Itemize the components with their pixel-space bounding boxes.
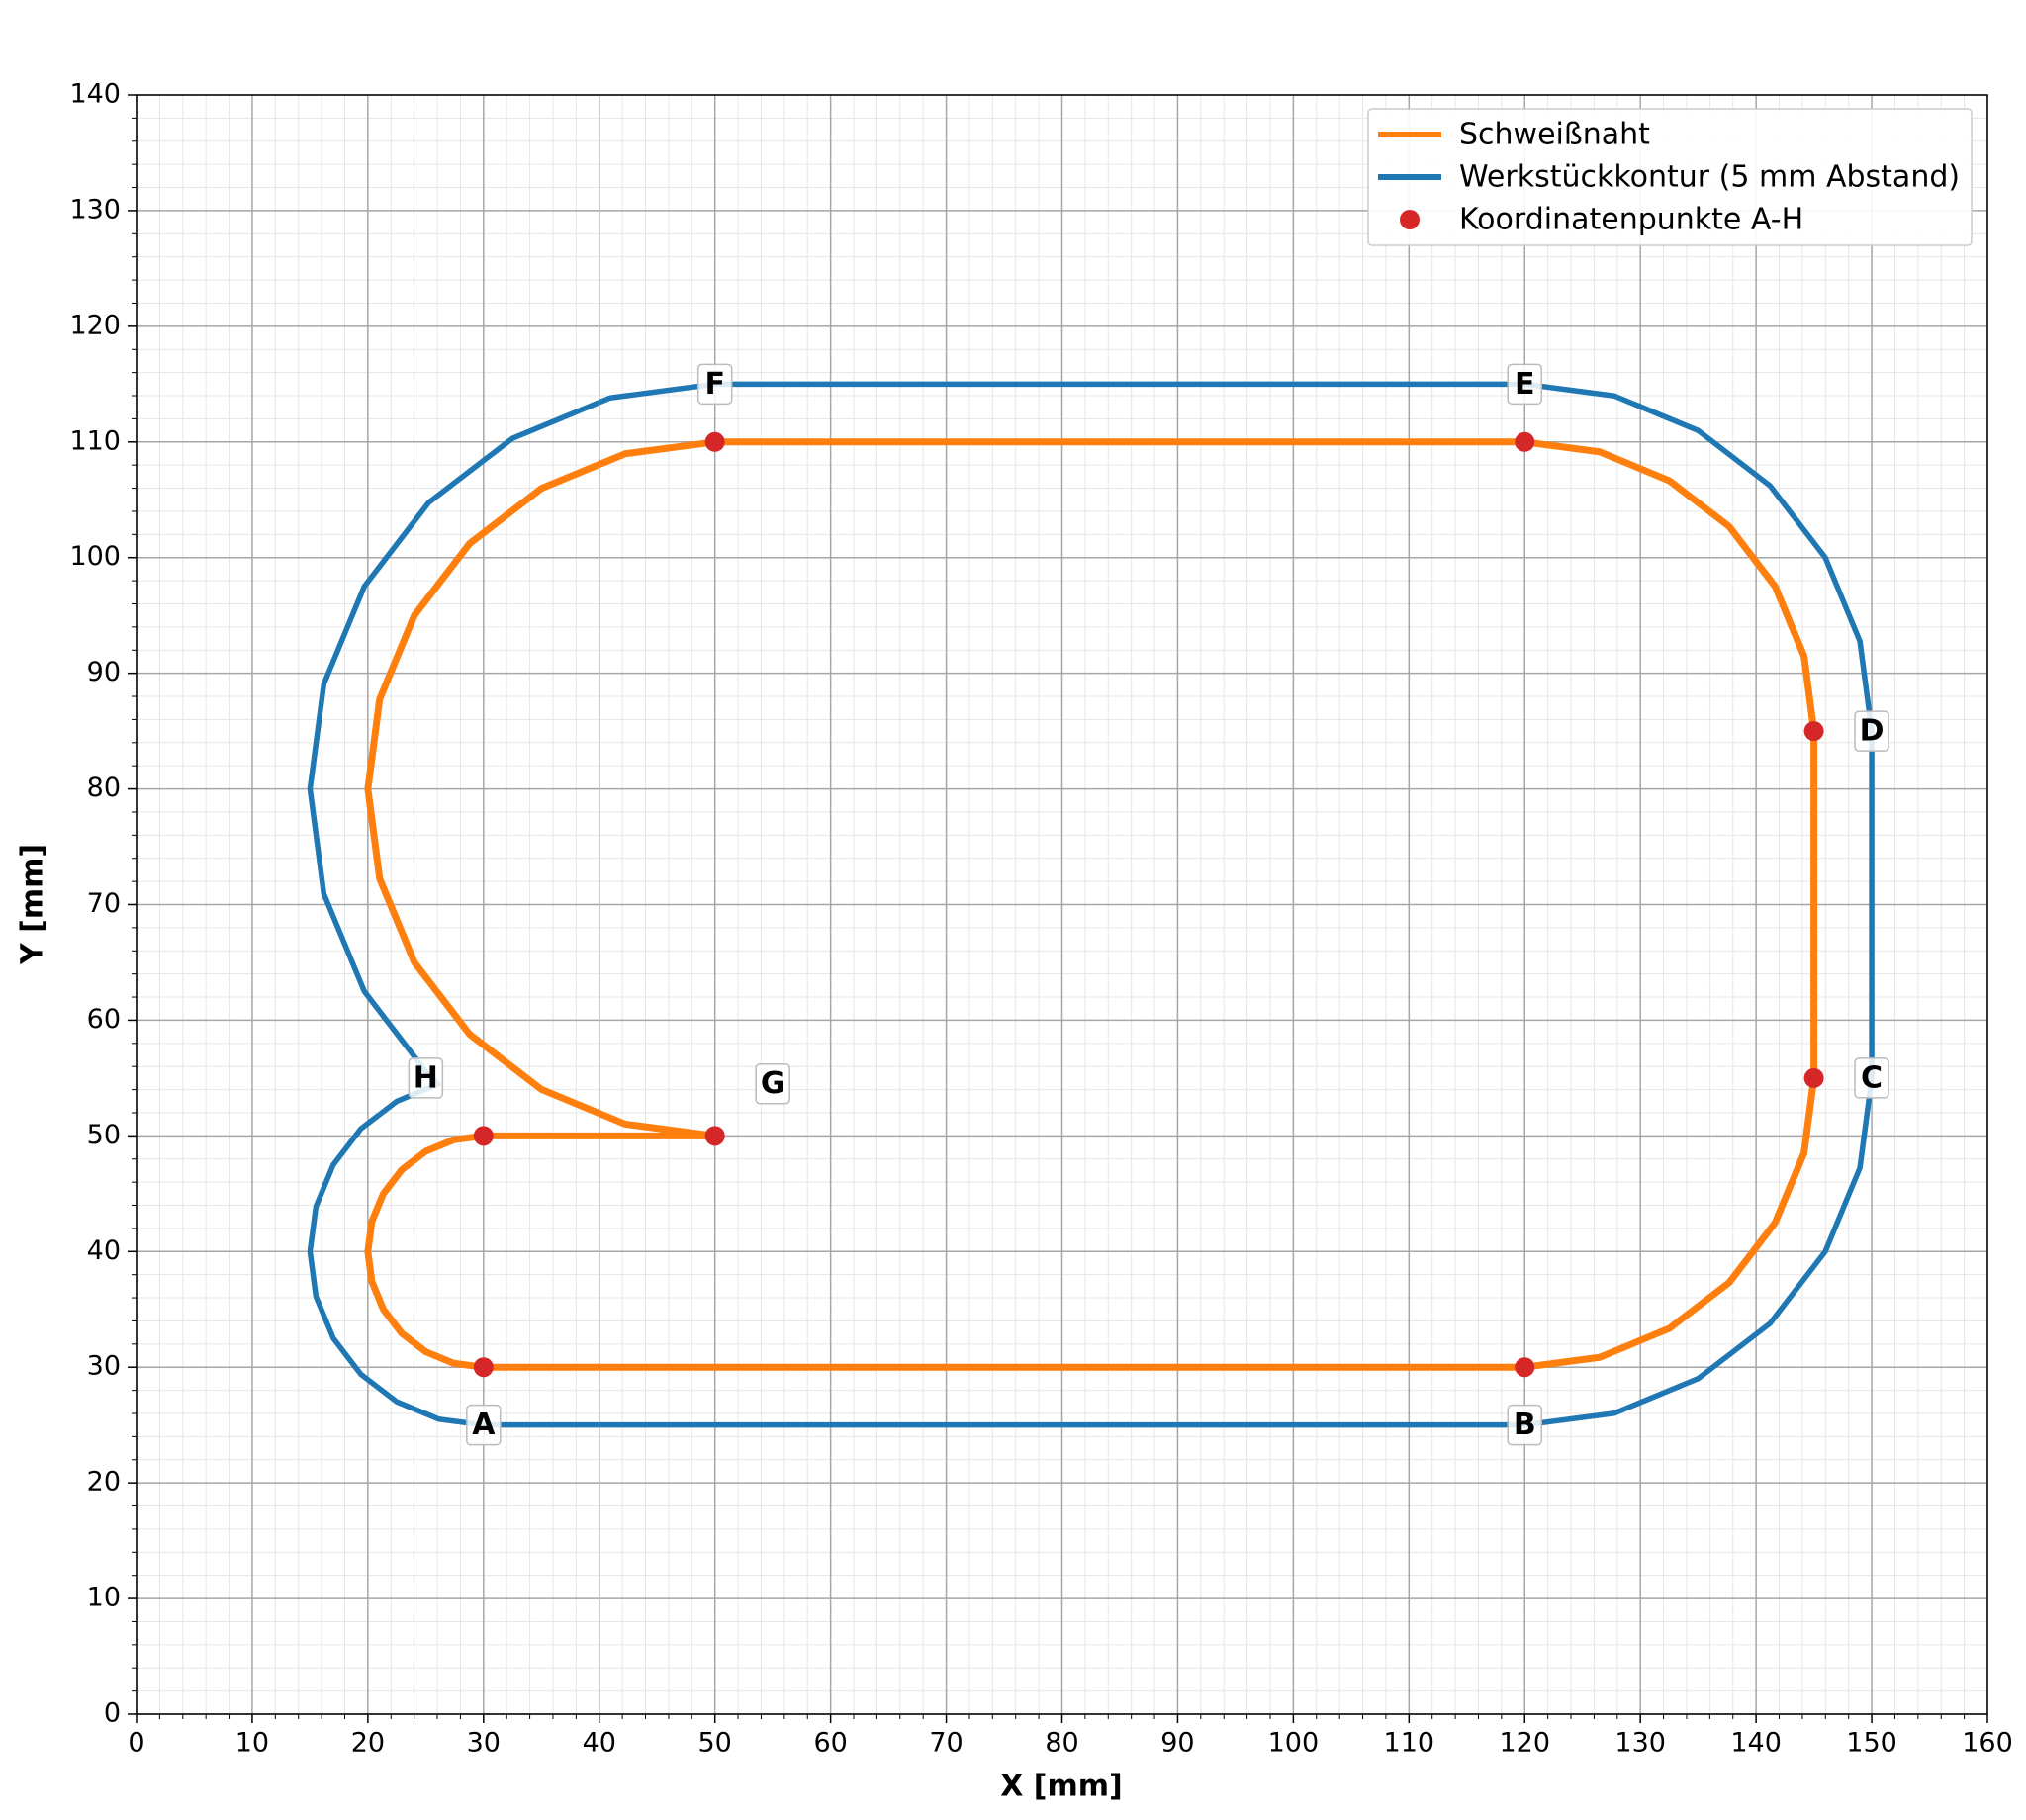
legend-marker xyxy=(1400,210,1420,229)
annotation: G xyxy=(761,1066,785,1101)
x-tick-label: 30 xyxy=(467,1728,501,1759)
y-tick-label: 70 xyxy=(87,888,121,919)
legend-box xyxy=(1367,108,1973,246)
x-tick-label: 50 xyxy=(698,1728,732,1759)
x-tick-label: 10 xyxy=(235,1728,269,1759)
y-tick-label: 50 xyxy=(87,1120,121,1150)
annotation-box xyxy=(466,1404,502,1446)
y-tick-label: 60 xyxy=(87,1004,121,1035)
annotation-box xyxy=(1854,1057,1889,1099)
x-tick-label: 0 xyxy=(128,1728,144,1759)
annotation: A xyxy=(472,1408,496,1442)
y-tick-label: 100 xyxy=(69,541,121,572)
annotation-box xyxy=(408,1057,444,1099)
point xyxy=(473,1357,494,1378)
y-tick-label: 120 xyxy=(69,310,121,340)
y-tick-label: 90 xyxy=(87,657,121,687)
x-tick-label: 90 xyxy=(1160,1728,1194,1759)
legend-label: Koordinatenpunkte A-H xyxy=(1459,203,1803,237)
point xyxy=(1515,1357,1535,1378)
x-tick-label: 20 xyxy=(351,1728,385,1759)
y-tick-label: 40 xyxy=(87,1235,121,1266)
point xyxy=(1803,1067,1824,1088)
x-tick-label: 100 xyxy=(1268,1728,1320,1759)
x-tick-label: 130 xyxy=(1614,1728,1666,1759)
y-tick-label: 30 xyxy=(87,1351,121,1382)
annotation: H xyxy=(414,1060,438,1095)
x-tick-label: 40 xyxy=(583,1728,616,1759)
annotation-box xyxy=(1507,1404,1542,1446)
annotation-box xyxy=(1854,710,1889,752)
x-tick-label: 150 xyxy=(1846,1728,1897,1759)
y-tick-label: 20 xyxy=(87,1467,121,1498)
annotation: C xyxy=(1861,1060,1883,1095)
y-tick-label: 0 xyxy=(104,1698,121,1729)
legend-label: Schweißnaht xyxy=(1459,118,1650,152)
x-tick-label: 140 xyxy=(1730,1728,1782,1759)
y-axis-label: Y [mm] xyxy=(16,844,50,965)
x-tick-label: 60 xyxy=(813,1728,847,1759)
x-tick-label: 120 xyxy=(1499,1728,1550,1759)
point xyxy=(704,1126,725,1146)
axes-frame xyxy=(136,94,1988,1715)
x-tick-label: 70 xyxy=(929,1728,963,1759)
annotation: B xyxy=(1514,1408,1536,1442)
point xyxy=(473,1126,494,1146)
point xyxy=(1515,431,1535,452)
legend-label: Werkstückkontur (5 mm Abstand) xyxy=(1459,160,1960,195)
y-tick-label: 80 xyxy=(87,773,121,803)
y-tick-label: 140 xyxy=(69,79,121,110)
annotation: E xyxy=(1515,367,1535,402)
point xyxy=(1803,721,1824,742)
annotation: F xyxy=(704,367,725,402)
point xyxy=(704,431,725,452)
annotation: D xyxy=(1860,714,1885,749)
x-tick-label: 160 xyxy=(1962,1728,2013,1759)
annotation-box xyxy=(1507,363,1542,406)
y-tick-label: 130 xyxy=(69,194,121,225)
y-tick-label: 10 xyxy=(87,1583,121,1613)
x-axis-label: X [mm] xyxy=(1000,1770,1123,1804)
annotation-box xyxy=(696,363,733,406)
annotation-box xyxy=(755,1062,790,1105)
y-tick-label: 110 xyxy=(69,425,121,456)
x-tick-label: 110 xyxy=(1384,1728,1435,1759)
x-tick-label: 80 xyxy=(1045,1728,1078,1759)
